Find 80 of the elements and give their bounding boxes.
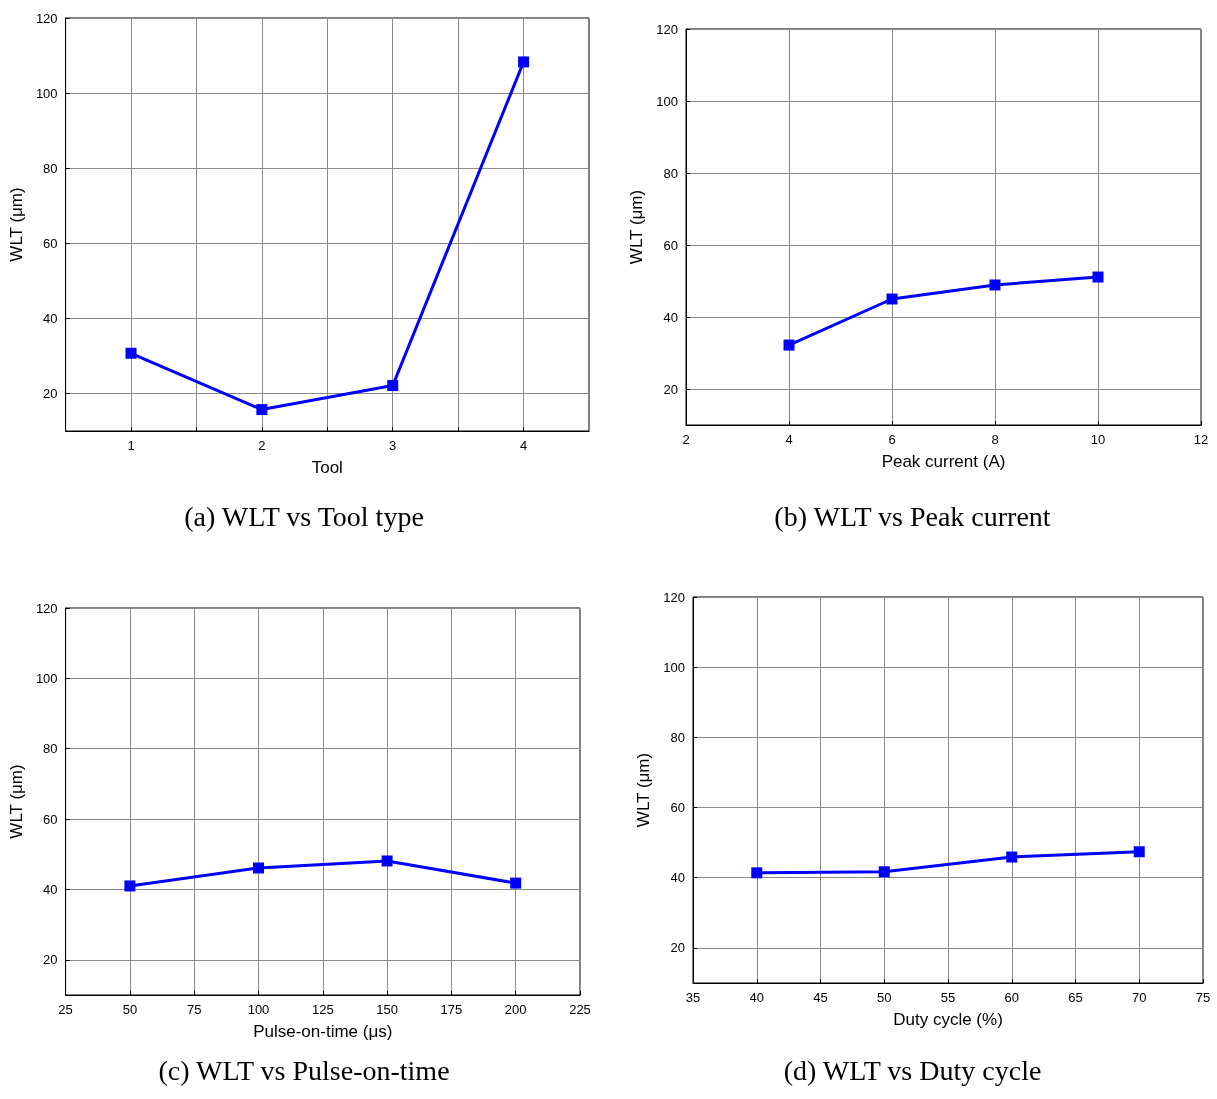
text: (b) WLT vs Peak current — [774, 500, 1051, 532]
x-axis-title: Tool — [311, 458, 343, 477]
point — [381, 855, 393, 867]
y-tick-label: 120 — [656, 21, 678, 37]
y-tick-label: 120 — [35, 10, 58, 26]
text: (d) WLT vs Duty cycle — [783, 1054, 1042, 1086]
point — [510, 877, 522, 889]
y-axis-title: WLT (μm) — [7, 187, 26, 262]
x-tick-label: 50 — [877, 990, 892, 1005]
y-tick-label: 20 — [43, 952, 58, 968]
x-tick-label: 225 — [569, 1002, 591, 1017]
x-tick-label: 125 — [311, 1002, 334, 1017]
y-tick-label: 100 — [663, 659, 685, 675]
y-tick-label: 100 — [656, 93, 678, 109]
x-tick-label: 40 — [749, 990, 764, 1005]
point — [252, 862, 264, 874]
x-tick-label: 1 — [127, 438, 135, 453]
y-tick-label: 40 — [663, 309, 678, 325]
y-tick-label: 20 — [670, 940, 685, 956]
point — [256, 404, 268, 416]
point — [886, 293, 898, 305]
point — [387, 380, 399, 392]
x-tick-label: 35 — [685, 990, 701, 1005]
x-tick-label: 12 — [1193, 432, 1209, 447]
x-tick-label: 10 — [1090, 432, 1106, 447]
y-tick-label: 80 — [663, 165, 678, 181]
y-tick-label: 40 — [43, 310, 58, 326]
x-tick-label: 2 — [682, 432, 690, 447]
y-tick-label: 40 — [670, 870, 685, 886]
y-tick-label: 120 — [35, 600, 58, 616]
y-axis-title: WLT (μm) — [634, 752, 654, 828]
x-axis-title: Peak current (A) — [881, 452, 1006, 471]
x-tick-label: 2 — [258, 438, 266, 453]
y-tick-label: 60 — [43, 811, 58, 827]
y-tick-label: 100 — [35, 670, 58, 686]
x-tick-label: 75 — [186, 1002, 202, 1017]
x-tick-label: 70 — [1132, 990, 1147, 1005]
y-tick-label: 20 — [663, 381, 678, 397]
x-tick-label: 45 — [813, 990, 828, 1005]
y-tick-label: 40 — [43, 881, 58, 897]
text: (a) WLT vs Tool type — [184, 500, 424, 532]
x-tick-label: 55 — [940, 990, 956, 1005]
point — [1092, 271, 1104, 283]
text: (c) WLT vs Pulse-on-time — [158, 1054, 450, 1086]
x-tick-label: 200 — [504, 1002, 527, 1017]
y-axis-title: WLT (μm) — [627, 189, 647, 265]
x-tick-label: 8 — [991, 432, 999, 447]
x-tick-label: 4 — [785, 432, 793, 447]
y-tick-label: 80 — [43, 741, 58, 757]
point — [1133, 846, 1145, 858]
y-axis-title: WLT (μm) — [7, 764, 26, 839]
x-tick-label: 60 — [1004, 990, 1019, 1005]
point — [751, 867, 763, 879]
point — [989, 279, 1001, 291]
x-tick-label: 25 — [58, 1002, 73, 1017]
x-tick-label: 50 — [122, 1002, 138, 1017]
x-tick-label: 175 — [440, 1002, 463, 1017]
x-tick-label: 100 — [247, 1002, 270, 1017]
point — [518, 56, 530, 68]
x-tick-label: 3 — [389, 438, 397, 453]
x-tick-label: 6 — [888, 432, 896, 447]
y-tick-label: 80 — [43, 160, 58, 176]
y-tick-label: 100 — [35, 85, 58, 101]
y-tick-label: 80 — [670, 729, 685, 745]
x-axis-title: Pulse-on-time (μs) — [253, 1022, 393, 1041]
y-tick-label: 60 — [670, 800, 685, 816]
y-tick-label: 20 — [43, 385, 58, 401]
point — [1006, 851, 1018, 863]
point — [124, 880, 136, 892]
point — [125, 347, 137, 359]
x-axis-title: Duty cycle (%) — [893, 1010, 1003, 1029]
x-tick-label: 150 — [376, 1002, 398, 1017]
y-tick-label: 60 — [663, 237, 678, 253]
y-tick-label: 120 — [663, 589, 685, 605]
x-tick-label: 4 — [519, 438, 528, 453]
point — [878, 866, 890, 878]
y-tick-label: 60 — [43, 235, 58, 251]
x-tick-label: 75 — [1195, 990, 1211, 1005]
point — [783, 339, 795, 351]
x-tick-label: 65 — [1068, 990, 1083, 1005]
